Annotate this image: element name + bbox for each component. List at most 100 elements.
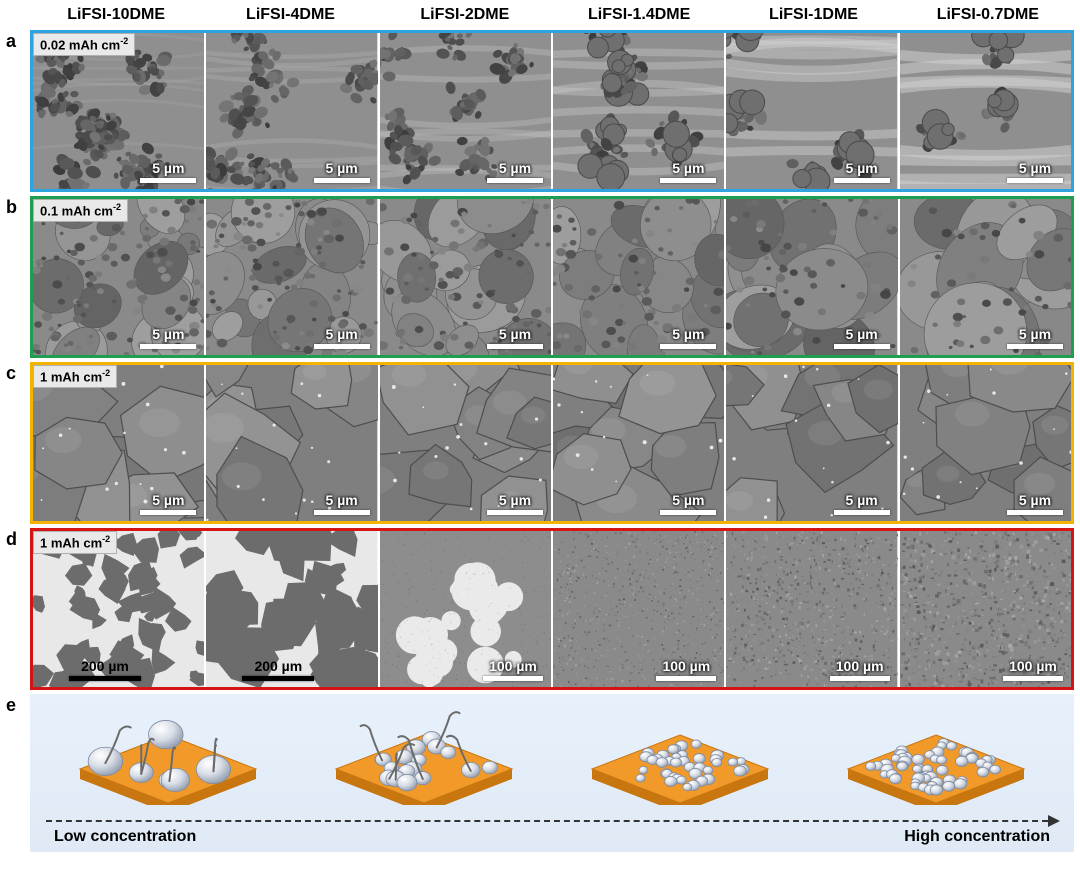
capacity-badge-d: 1 mAh cm-2 (33, 531, 117, 554)
sem-image-a-0: 0.02 mAh cm-25 µm (33, 33, 204, 189)
sem-image-c-3: 5 µm (553, 365, 724, 521)
scalebar-c-5: 5 µm (1007, 492, 1063, 515)
scalebar-label: 5 µm (152, 160, 184, 176)
image-strip-b: 0.1 mAh cm-25 µm5 µm5 µm5 µm5 µm5 µm (30, 196, 1074, 358)
panel-row-e: e Low concentration High concentration (6, 694, 1074, 852)
schematic-stage-3 (821, 695, 1051, 805)
row-label-c: c (6, 362, 28, 524)
scalebar-bar (1007, 510, 1063, 515)
sem-image-a-4: 5 µm (726, 33, 897, 189)
scalebar-bar (242, 676, 314, 681)
schematic-stage-2 (565, 695, 795, 810)
scalebar-bar (656, 676, 716, 681)
scalebar-a-5: 5 µm (1007, 160, 1063, 183)
scalebar-bar (314, 344, 370, 349)
scalebar-b-2: 5 µm (487, 326, 543, 349)
figure: LiFSI-10DME LiFSI-4DME LiFSI-2DME LiFSI-… (0, 0, 1080, 858)
col-header-0: LiFSI-10DME (30, 4, 202, 28)
sem-image-d-3: 100 µm (553, 531, 724, 687)
scalebar-label: 5 µm (672, 326, 704, 342)
row-label-e: e (6, 694, 28, 852)
scalebar-bar (660, 178, 716, 183)
scalebar-bar (140, 178, 196, 183)
scalebar-bar (1003, 676, 1063, 681)
sem-image-b-0: 0.1 mAh cm-2 5 µm (33, 199, 204, 355)
scalebar-b-1: 5 µm (314, 326, 370, 349)
scalebar-label: 5 µm (1019, 326, 1051, 342)
image-strip-c: 1 mAh cm-25 µm5 µm5 µm5 µm5 µm5 µm (30, 362, 1074, 524)
scalebar-c-0: 5 µm (140, 492, 196, 515)
sem-image-a-5: 5 µm (900, 33, 1071, 189)
col-header-2: LiFSI-2DME (379, 4, 551, 28)
scalebar-label: 100 µm (489, 658, 537, 674)
panel-row-d: d1 mAh cm-2 200 µm 200 µm 100 µm 100 µm 100 µ… (6, 528, 1074, 690)
sem-image-c-5: 5 µm (900, 365, 1071, 521)
scalebar-d-0: 200 µm (69, 658, 141, 681)
scalebar-bar (1007, 344, 1063, 349)
scalebar-label: 5 µm (152, 492, 184, 508)
scalebar-label: 100 µm (662, 658, 710, 674)
schematic-stage-1 (309, 695, 539, 810)
scalebar-d-1: 200 µm (242, 658, 314, 681)
sem-image-d-5: 100 µm (900, 531, 1071, 687)
scalebar-c-3: 5 µm (660, 492, 716, 515)
scalebar-label: 5 µm (1019, 492, 1051, 508)
scalebar-d-3: 100 µm (656, 658, 716, 681)
col-header-5: LiFSI-0.7DME (902, 4, 1074, 28)
schematic-stage-2 (565, 695, 795, 805)
image-strip-a: 0.02 mAh cm-25 µm5 µm5 µm5 µm5 µm5 µm (30, 30, 1074, 192)
scalebar-a-2: 5 µm (487, 160, 543, 183)
scalebar-a-3: 5 µm (660, 160, 716, 183)
scalebar-d-4: 100 µm (830, 658, 890, 681)
row-label-a: a (6, 30, 28, 192)
sem-image-a-3: 5 µm (553, 33, 724, 189)
scalebar-label: 5 µm (672, 492, 704, 508)
sem-image-d-4: 100 µm (726, 531, 897, 687)
label-low-concentration: Low concentration (54, 828, 196, 846)
scalebar-bar (660, 510, 716, 515)
panel-row-a: a0.02 mAh cm-25 µm5 µm5 µm5 µm5 µm5 µm (6, 30, 1074, 192)
sem-image-b-5: 5 µm (900, 199, 1071, 355)
scalebar-label: 100 µm (1009, 658, 1057, 674)
scalebar-a-0: 5 µm (140, 160, 196, 183)
scalebar-label: 5 µm (326, 160, 358, 176)
schematic-labels: Low concentration High concentration (40, 826, 1064, 846)
capacity-badge-b: 0.1 mAh cm-2 (33, 199, 128, 222)
scalebar-label: 200 µm (81, 658, 129, 674)
scalebar-b-3: 5 µm (660, 326, 716, 349)
row-label-d: d (6, 528, 28, 690)
scalebar-label: 5 µm (1019, 160, 1051, 176)
scalebar-b-0: 5 µm (140, 326, 196, 349)
scalebar-bar (483, 676, 543, 681)
scalebar-label: 5 µm (499, 160, 531, 176)
scalebar-bar (487, 344, 543, 349)
scalebar-bar (834, 178, 890, 183)
panel-row-b: b0.1 mAh cm-25 µm5 µm5 µm5 µm5 µm5 µm (6, 196, 1074, 358)
arrowhead-icon (1048, 815, 1060, 827)
scalebar-label: 5 µm (499, 492, 531, 508)
row-label-b: b (6, 196, 28, 358)
scalebar-bar (660, 344, 716, 349)
scalebar-bar (487, 510, 543, 515)
sem-image-c-0: 1 mAh cm-2 5 µm (33, 365, 204, 521)
sem-image-b-2: 5 µm (380, 199, 551, 355)
scalebar-c-1: 5 µm (314, 492, 370, 515)
scalebar-bar (834, 344, 890, 349)
concentration-arrow (46, 820, 1058, 822)
sem-image-d-1: 200 µm (206, 531, 377, 687)
scalebar-bar (1007, 178, 1063, 183)
sem-rows: a0.02 mAh cm-25 µm5 µm5 µm5 µm5 µm5 µmb0… (6, 30, 1074, 690)
scalebar-bar (487, 178, 543, 183)
sem-image-a-2: 5 µm (380, 33, 551, 189)
schematic-plates (40, 702, 1064, 810)
sem-image-b-3: 5 µm (553, 199, 724, 355)
scalebar-bar (140, 510, 196, 515)
scalebar-d-2: 100 µm (483, 658, 543, 681)
scalebar-bar (830, 676, 890, 681)
scalebar-label: 5 µm (326, 492, 358, 508)
capacity-badge-c: 1 mAh cm-2 (33, 365, 117, 388)
col-header-1: LiFSI-4DME (204, 4, 376, 28)
sem-image-b-1: 5 µm (206, 199, 377, 355)
schematic-stage-1 (309, 695, 539, 805)
scalebar-label: 5 µm (499, 326, 531, 342)
